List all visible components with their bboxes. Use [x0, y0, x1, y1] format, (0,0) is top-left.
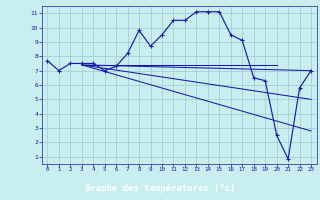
Text: Graphe des températures (°c): Graphe des températures (°c) — [85, 184, 235, 193]
